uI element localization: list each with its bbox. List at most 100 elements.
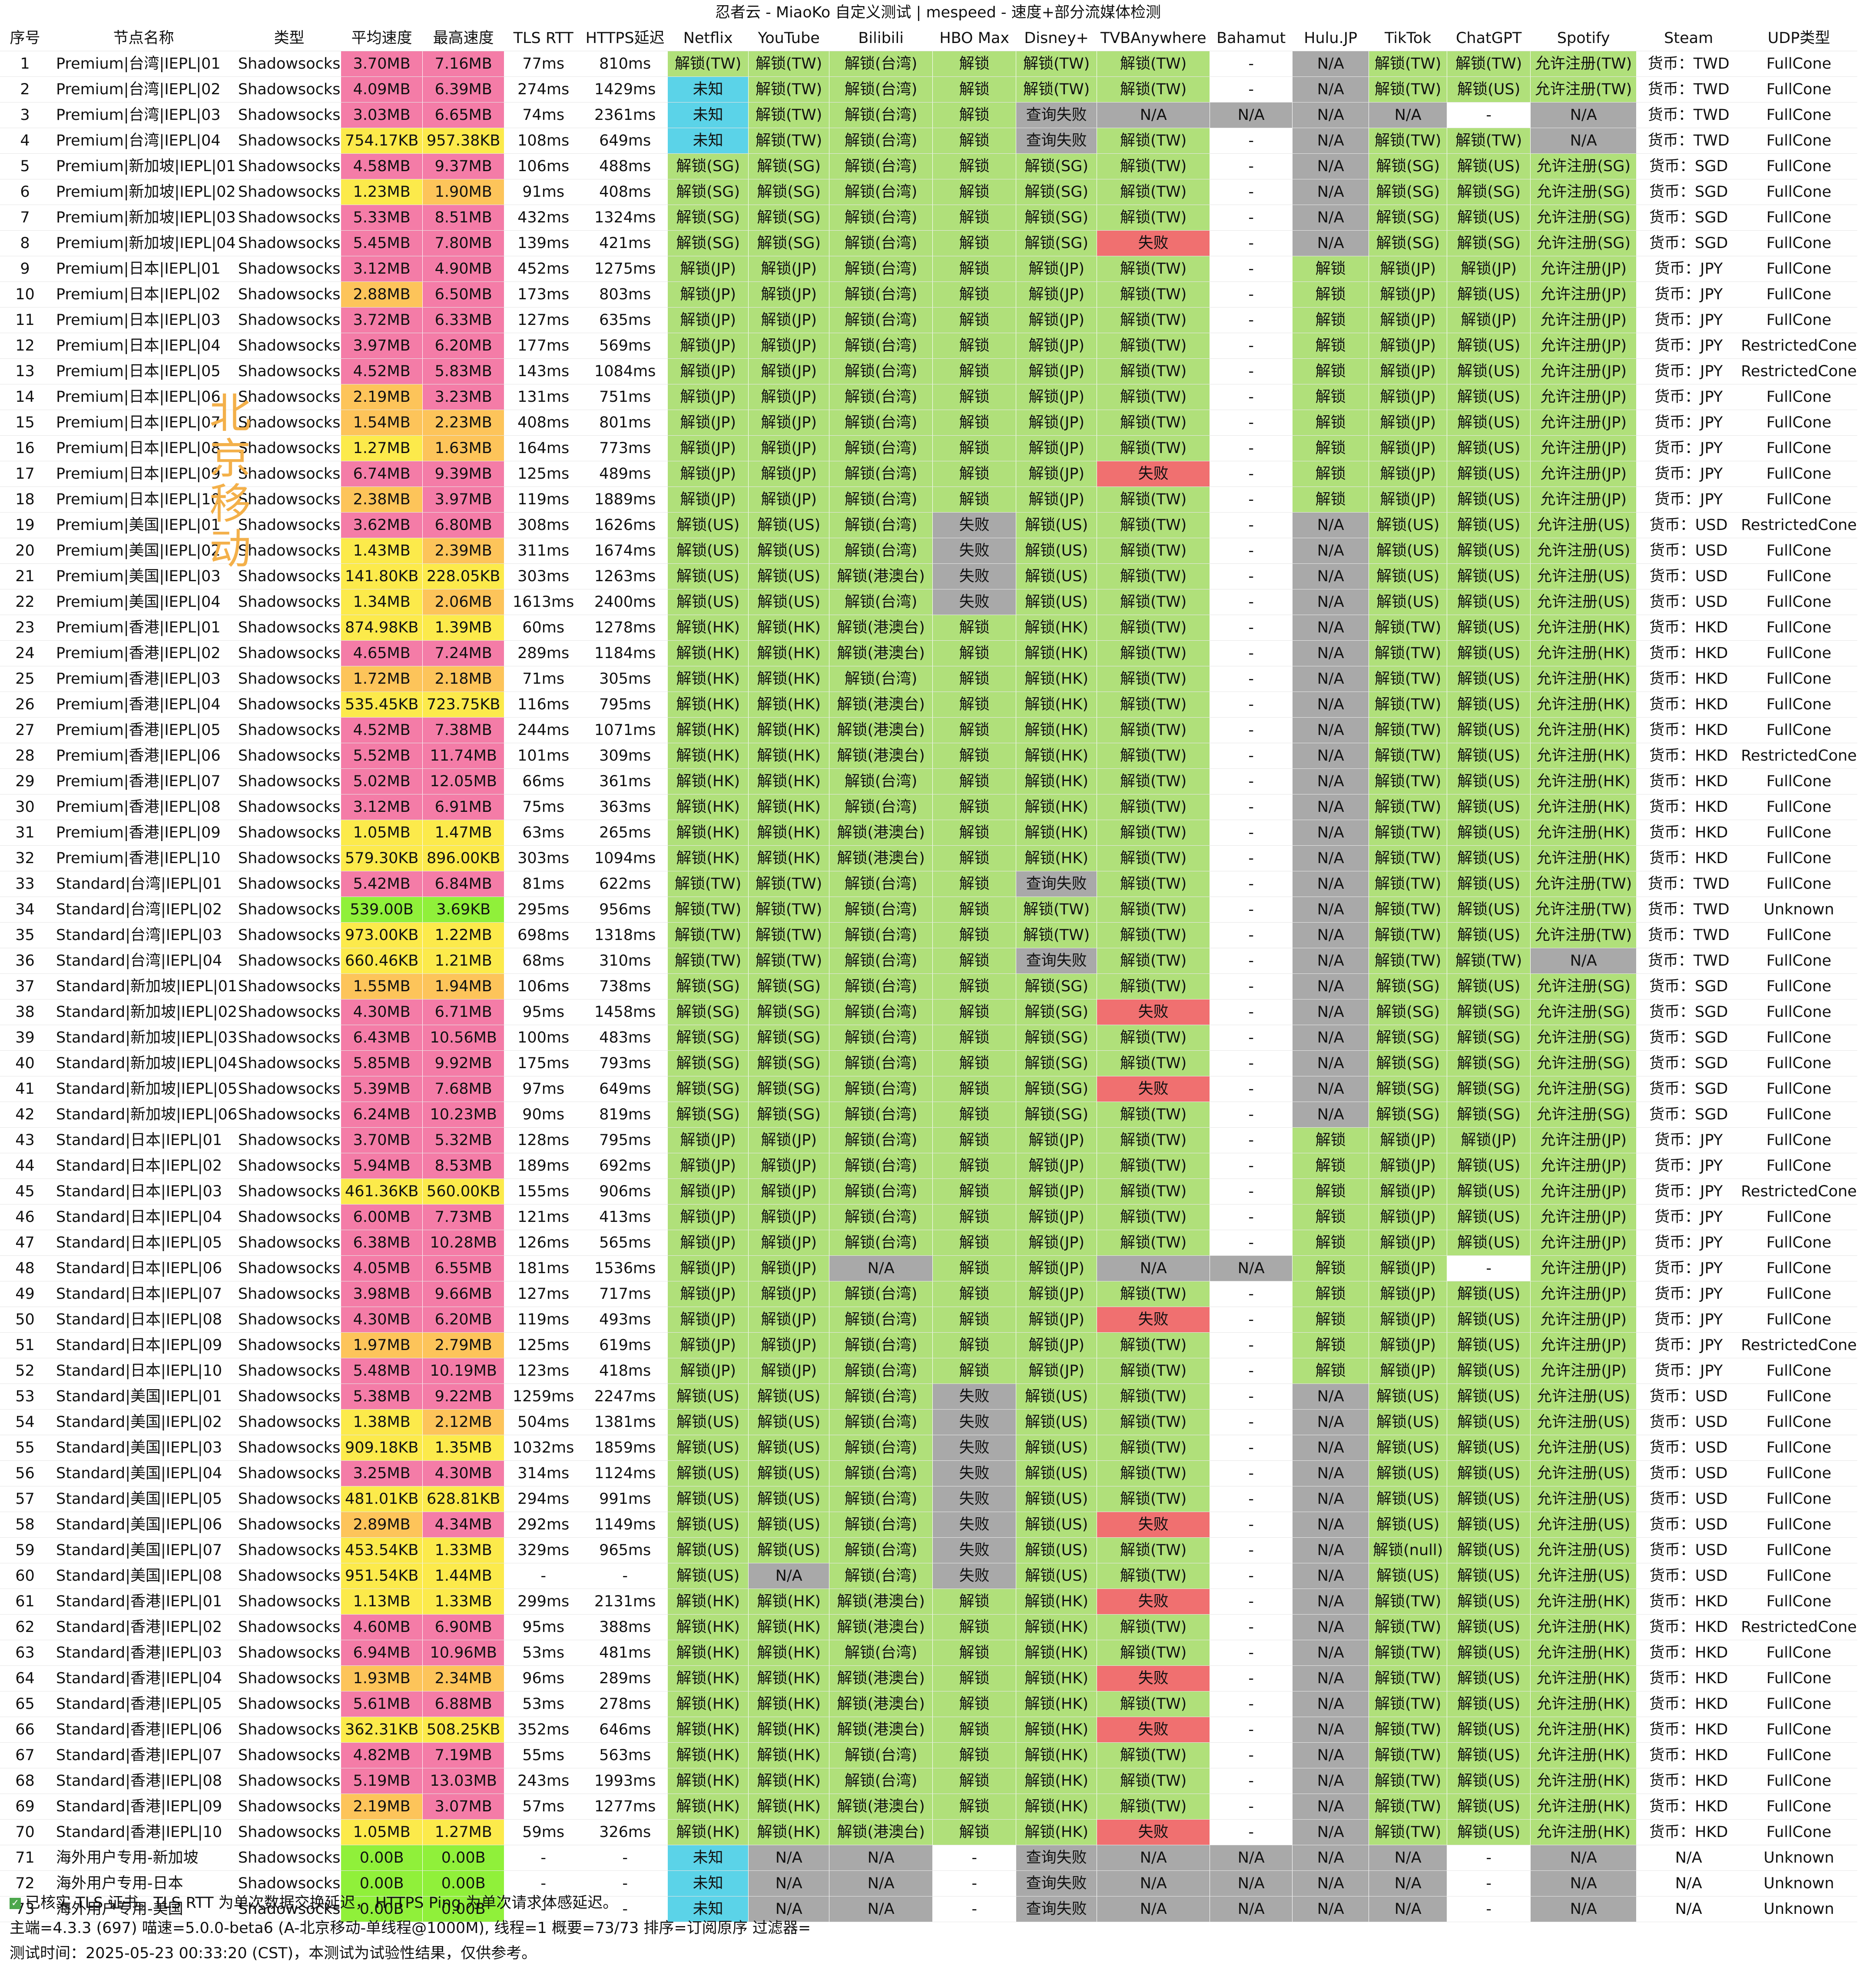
table-cell: -	[932, 1870, 1017, 1896]
table-cell: 允许注册(HK)	[1530, 1794, 1637, 1820]
table-cell: 解锁(SG)	[748, 1102, 830, 1128]
table-cell: FullCone	[1740, 1050, 1857, 1076]
table-cell: 失败	[1097, 999, 1210, 1025]
table-cell: Standard|日本|IEPL|01	[49, 1127, 238, 1153]
table-cell: 解锁(JP)	[667, 307, 749, 333]
table-cell: 8.51MB	[422, 205, 505, 231]
table-cell: 失败	[1097, 1819, 1210, 1845]
table-cell: 解锁	[932, 1076, 1017, 1102]
table-cell: 308ms	[504, 512, 583, 538]
table-cell: 解锁(HK)	[748, 743, 830, 769]
table-cell: 货币：JPY	[1636, 384, 1741, 410]
table-cell: 解锁(SG)	[748, 1050, 830, 1076]
table-cell: 解锁(JP)	[667, 1153, 749, 1179]
table-cell: 货币：HKD	[1636, 666, 1741, 692]
table-cell: 解锁(HK)	[667, 743, 749, 769]
column-header: Hulu.JP	[1292, 25, 1369, 51]
table-cell: -	[1210, 384, 1293, 410]
table-cell: 解锁(台湾)	[829, 1409, 933, 1435]
table-cell: 解锁(SG)	[1016, 1050, 1097, 1076]
table-cell: 1.33MB	[422, 1589, 505, 1615]
table-cell: 2131ms	[582, 1589, 668, 1615]
table-cell: 解锁(HK)	[748, 1717, 830, 1743]
table-cell: -	[1210, 1819, 1293, 1845]
table-cell: 解锁(TW)	[1097, 948, 1210, 974]
table-row: 8 Premium|新加坡|IEPL|04 Shadowsocks 5.45MB 7.8…	[0, 230, 1857, 256]
table-cell: -	[1210, 717, 1293, 743]
table-cell: N/A	[1292, 1102, 1369, 1128]
table-row: 31 Premium|香港|IEPL|09 Shadowsocks 1.05MB 1.4…	[0, 820, 1857, 846]
table-cell: 1.05MB	[341, 820, 423, 846]
table-cell: 解锁(US)	[1447, 922, 1531, 948]
table-cell: 解锁(US)	[667, 1383, 749, 1410]
table-cell: 解锁(台湾)	[829, 999, 933, 1025]
table-cell: Shadowsocks	[237, 102, 341, 128]
table-cell: 698ms	[504, 922, 583, 948]
table-cell: 解锁(JP)	[1016, 1204, 1097, 1230]
table-cell: 295ms	[504, 897, 583, 923]
table-cell: 失败	[932, 589, 1017, 615]
table-cell: 71ms	[504, 666, 583, 692]
table-cell: 货币：USD	[1636, 589, 1741, 615]
table-cell: -	[1210, 692, 1293, 718]
table-cell: 货币：JPY	[1636, 487, 1741, 513]
table-cell: 解锁(US)	[667, 1512, 749, 1538]
table-cell: Standard|香港|IEPL|08	[49, 1768, 238, 1794]
table-cell: 16	[0, 435, 50, 461]
table-cell: 5.94MB	[341, 1153, 423, 1179]
table-cell: 0.00B	[422, 1870, 505, 1896]
table-cell: 432ms	[504, 205, 583, 231]
table-cell: 解锁(JP)	[748, 1255, 830, 1281]
table-cell: 未知	[667, 102, 749, 128]
table-cell: 723.75KB	[422, 692, 505, 718]
table-cell: 解锁	[932, 615, 1017, 641]
table-cell: 489ms	[582, 461, 668, 487]
table-cell: 货币：JPY	[1636, 461, 1741, 487]
table-cell: 278ms	[582, 1691, 668, 1717]
table-cell: 560.00KB	[422, 1178, 505, 1205]
table-cell: N/A	[748, 1896, 830, 1922]
column-header: Bilibili	[829, 25, 933, 51]
table-cell: 允许注册(HK)	[1530, 1717, 1637, 1743]
table-cell: 解锁	[932, 384, 1017, 410]
table-cell: 解锁(TW)	[667, 51, 749, 77]
table-cell: 货币：JPY	[1636, 435, 1741, 461]
table-cell: 允许注册(HK)	[1530, 692, 1637, 718]
table-cell: 解锁(TW)	[1369, 871, 1448, 897]
table-cell: 解锁(JP)	[1369, 281, 1448, 308]
table-cell: 6.24MB	[341, 1102, 423, 1128]
table-cell: 1429ms	[582, 76, 668, 103]
table-cell: 6.91MB	[422, 794, 505, 820]
table-cell: 解锁(US)	[1447, 1665, 1531, 1691]
table-row: 28 Premium|香港|IEPL|06 Shadowsocks 5.52MB 11.…	[0, 743, 1857, 769]
table-cell: 解锁(JP)	[667, 1332, 749, 1358]
column-header: 类型	[237, 25, 341, 51]
table-cell: 解锁(HK)	[748, 615, 830, 641]
table-row: 64 Standard|香港|IEPL|04 Shadowsocks 1.93MB 2.…	[0, 1665, 1857, 1691]
table-cell: 1.55MB	[341, 973, 423, 1000]
table-row: 11 Premium|日本|IEPL|03 Shadowsocks 3.72MB 6.3…	[0, 307, 1857, 333]
table-cell: 解锁	[932, 128, 1017, 154]
table-cell: 解锁	[932, 205, 1017, 231]
table-cell: 874.98KB	[341, 615, 423, 641]
table-cell: 解锁(SG)	[1447, 1102, 1531, 1128]
table-cell: 解锁(SG)	[1447, 1076, 1531, 1102]
table-cell: 4.52MB	[341, 717, 423, 743]
table-cell: 141.80KB	[341, 563, 423, 589]
table-cell: 12.05MB	[422, 768, 505, 794]
table-cell: 解锁(US)	[667, 1563, 749, 1589]
table-cell: FullCone	[1740, 1512, 1857, 1538]
table-cell: 解锁(SG)	[1369, 999, 1448, 1025]
table-cell: 7.68MB	[422, 1076, 505, 1102]
table-cell: 解锁(US)	[1369, 1460, 1448, 1486]
table-cell: 解锁(HK)	[667, 666, 749, 692]
table-cell: 解锁(SG)	[1016, 153, 1097, 179]
table-cell: 解锁(JP)	[748, 256, 830, 282]
table-cell: Premium|日本|IEPL|03	[49, 307, 238, 333]
table-cell: 允许注册(JP)	[1530, 1178, 1637, 1205]
table-cell: 解锁(SG)	[1369, 230, 1448, 256]
table-cell: 解锁(HK)	[667, 1589, 749, 1615]
table-cell: 1.94MB	[422, 973, 505, 1000]
table-cell: Premium|香港|IEPL|09	[49, 820, 238, 846]
table-cell: 解锁	[932, 1204, 1017, 1230]
